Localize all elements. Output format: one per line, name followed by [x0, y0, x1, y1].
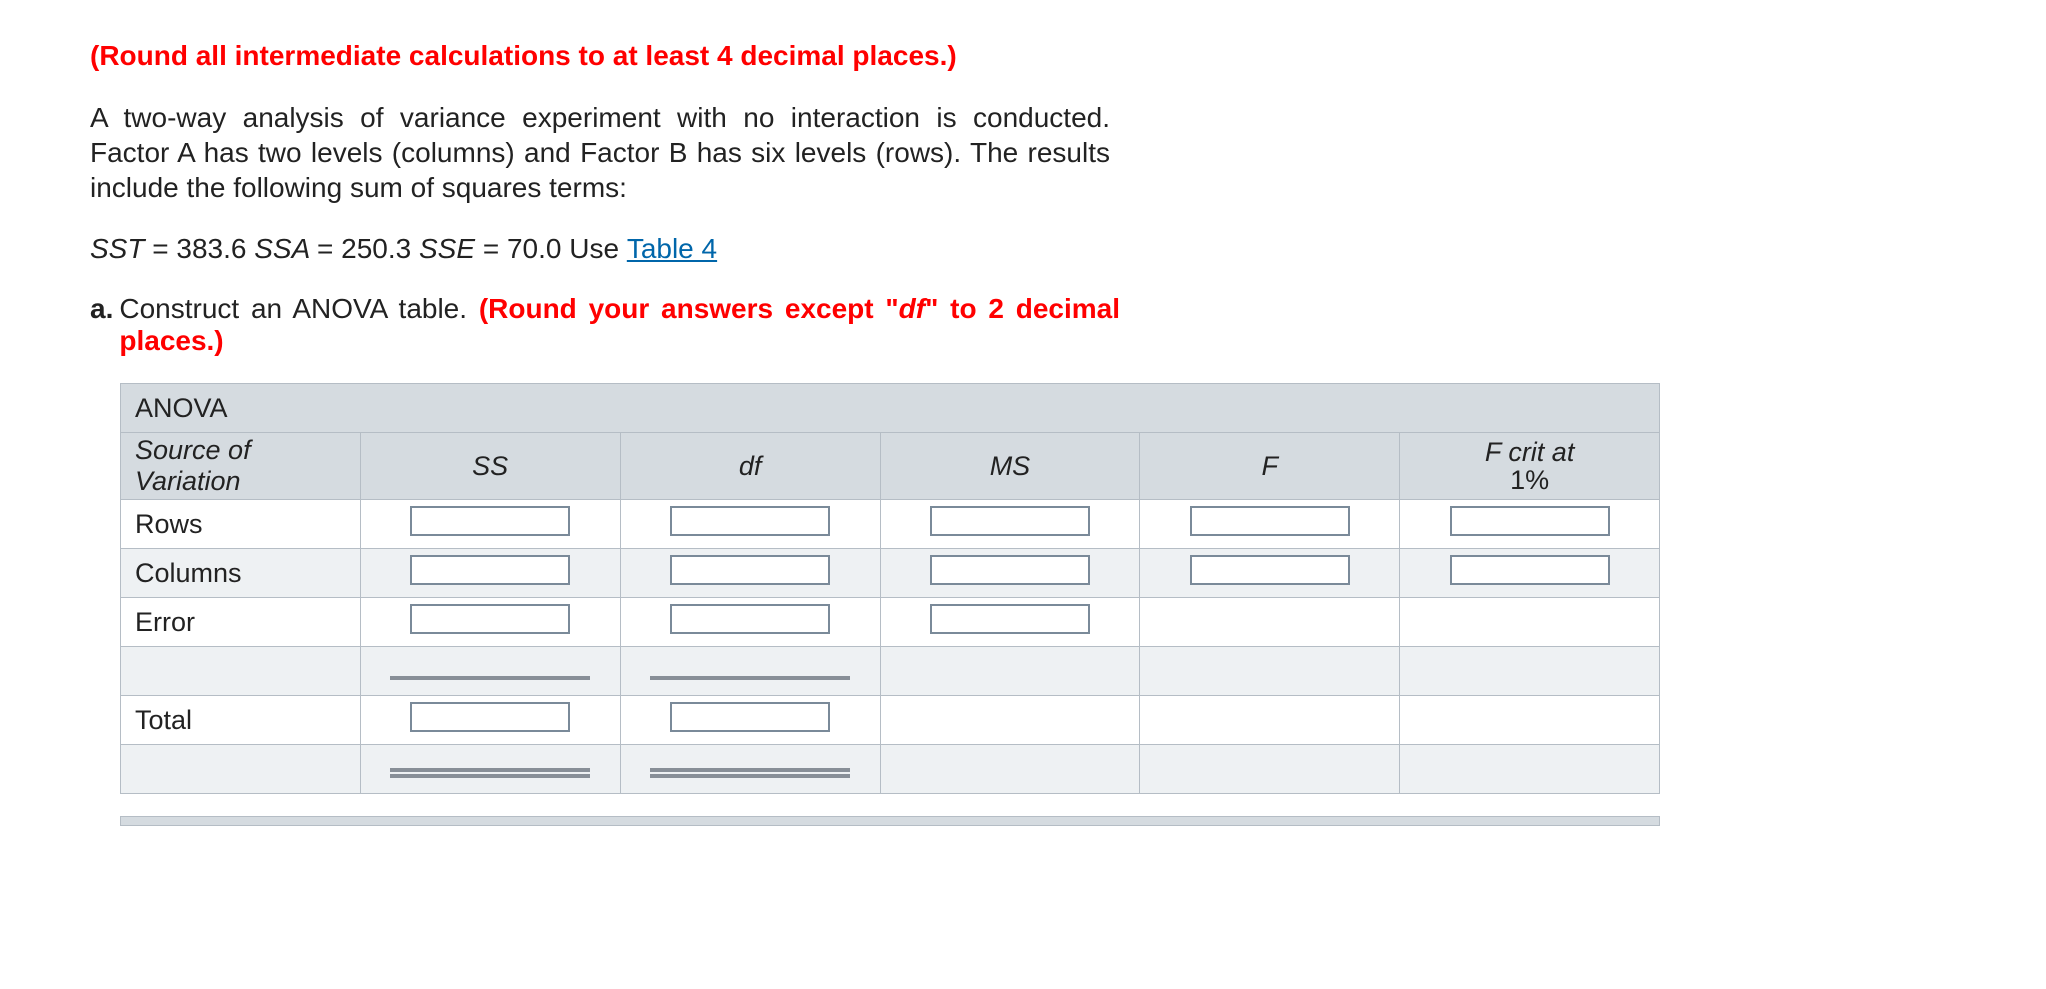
header-source: Source of Variation [121, 433, 361, 500]
sumline-single-icon [390, 676, 590, 680]
page-container: (Round all intermediate calculations to … [0, 0, 2046, 989]
part-a-lead: Construct an ANOVA table. [119, 293, 478, 324]
table-4-link[interactable]: Table 4 [627, 233, 717, 264]
sumline-double-icon [390, 768, 590, 778]
table-row: Columns [121, 549, 1660, 598]
part-a-df-word: df [899, 293, 925, 324]
anova-table: ANOVA Source of Variation SS df MS F F c… [120, 383, 1660, 794]
header-fcrit-line2: 1% [1510, 465, 1549, 495]
input-columns-fcrit[interactable] [1450, 555, 1610, 585]
instruction-top: (Round all intermediate calculations to … [90, 40, 1956, 72]
sse-value: = 70.0 [483, 233, 562, 264]
ssa-value: = 250.3 [317, 233, 411, 264]
input-error-ss[interactable] [410, 604, 570, 634]
anova-table-container: ANOVA Source of Variation SS df MS F F c… [120, 383, 1660, 794]
input-total-df[interactable] [670, 702, 830, 732]
table-row: Rows [121, 500, 1660, 549]
input-rows-fcrit[interactable] [1450, 506, 1610, 536]
input-rows-f[interactable] [1190, 506, 1350, 536]
input-total-ss[interactable] [410, 702, 570, 732]
separator-bar [120, 816, 1660, 826]
row-label-total: Total [121, 696, 361, 745]
sse-label: SSE [419, 233, 475, 264]
sumline-single-icon [650, 676, 850, 680]
input-rows-ms[interactable] [930, 506, 1090, 536]
row-label-rows: Rows [121, 500, 361, 549]
input-rows-df[interactable] [670, 506, 830, 536]
sst-value: = 383.6 [152, 233, 246, 264]
header-fcrit-line1: F crit at [1485, 437, 1575, 467]
row-label-columns: Columns [121, 549, 361, 598]
header-f: F [1140, 433, 1400, 500]
part-a-red-lead: (Round your answers except " [479, 293, 899, 324]
input-columns-ss[interactable] [410, 555, 570, 585]
table-row-total: Total [121, 696, 1660, 745]
input-columns-df[interactable] [670, 555, 830, 585]
part-a-prompt: a. Construct an ANOVA table. (Round your… [90, 293, 1120, 357]
input-columns-f[interactable] [1190, 555, 1350, 585]
sumline-double-icon [650, 768, 850, 778]
subtotal-line-row [121, 647, 1660, 696]
header-ss: SS [360, 433, 620, 500]
use-word: Use [569, 233, 619, 264]
input-columns-ms[interactable] [930, 555, 1090, 585]
header-df: df [620, 433, 880, 500]
sst-label: SST [90, 233, 144, 264]
anova-title: ANOVA [121, 384, 1660, 433]
part-a-label: a. [90, 293, 113, 357]
input-error-ms[interactable] [930, 604, 1090, 634]
row-label-error: Error [121, 598, 361, 647]
input-error-df[interactable] [670, 604, 830, 634]
grandtotal-line-row [121, 745, 1660, 794]
equation-line: SST = 383.6 SSA = 250.3 SSE = 70.0 Use T… [90, 233, 1956, 265]
input-rows-ss[interactable] [410, 506, 570, 536]
problem-paragraph: A two-way analysis of variance experimen… [90, 100, 1110, 205]
header-ms: MS [880, 433, 1140, 500]
table-row: Error [121, 598, 1660, 647]
header-fcrit: F crit at 1% [1400, 433, 1660, 500]
ssa-label: SSA [254, 233, 309, 264]
